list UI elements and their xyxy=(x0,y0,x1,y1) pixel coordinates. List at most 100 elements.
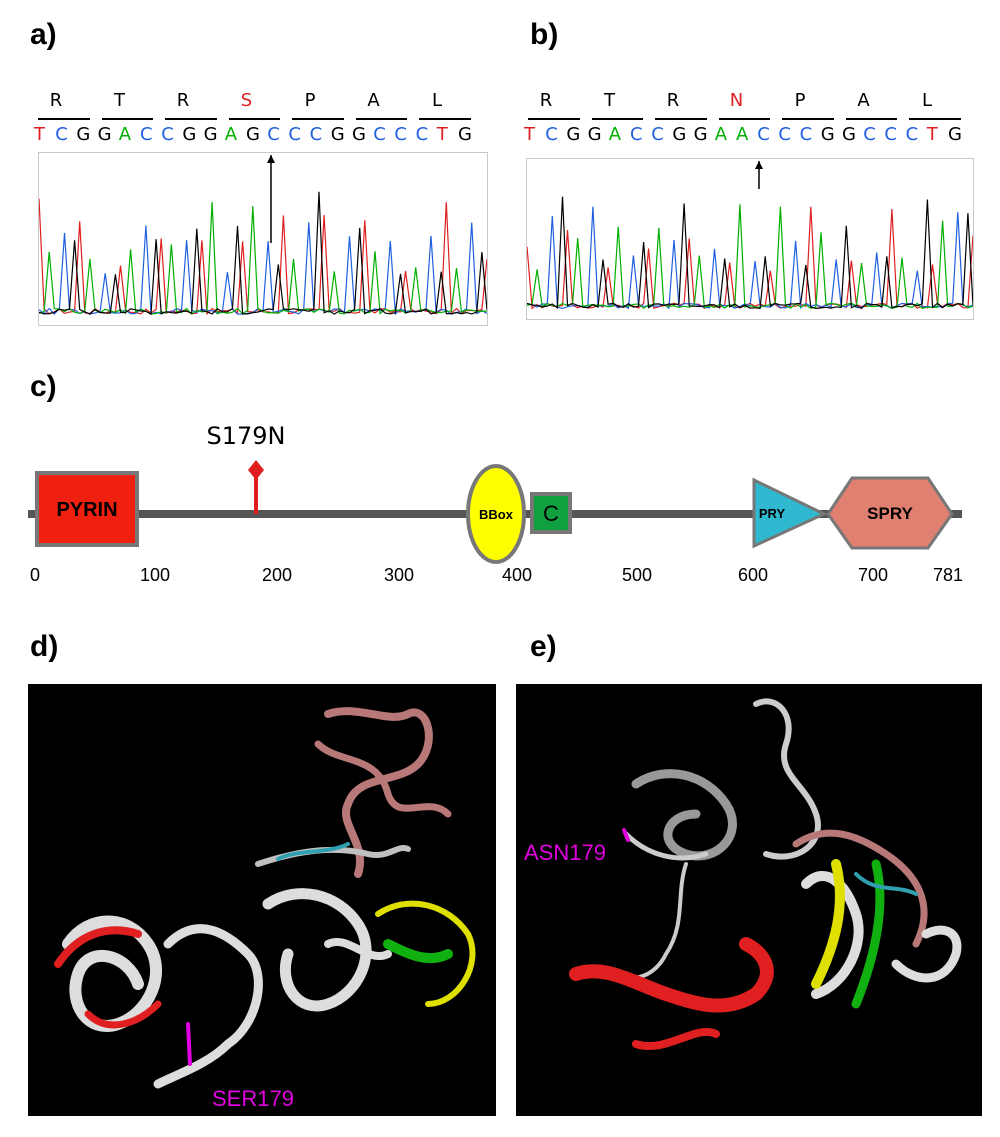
base-6: C xyxy=(161,124,174,145)
codon-bar-1 xyxy=(101,118,153,120)
base-12: C xyxy=(778,124,791,145)
base-17: C xyxy=(884,124,897,145)
base-16: C xyxy=(863,124,876,145)
pyrin-label: PYRIN xyxy=(56,499,117,521)
coiled-coil-domain xyxy=(530,492,572,534)
trace-box-b xyxy=(526,158,974,320)
base-7: G xyxy=(182,124,197,145)
panel-label-b: b) xyxy=(530,18,559,51)
amino-acid-4: P xyxy=(304,90,316,111)
base-2: G xyxy=(76,124,91,145)
codon-bar-4 xyxy=(292,118,344,120)
trace-line xyxy=(38,201,488,315)
amino-acid-4: P xyxy=(794,90,806,111)
base-0: T xyxy=(34,124,45,145)
mutation-marker xyxy=(248,460,264,480)
base-9: A xyxy=(224,124,238,145)
amino-acid-2: R xyxy=(666,90,680,111)
spry-label: SPRY xyxy=(867,504,913,523)
mutation-label: S179N xyxy=(207,422,286,450)
base-17: C xyxy=(394,124,407,145)
base-11: C xyxy=(757,124,770,145)
axis-tick-700: 700 xyxy=(858,565,889,585)
structure-panel-e xyxy=(516,684,982,1116)
amino-acid-6: L xyxy=(921,90,933,111)
codon-bar-1 xyxy=(591,118,643,120)
protein-structure-render-e xyxy=(569,698,962,1050)
base-13: C xyxy=(799,124,813,145)
base-18: C xyxy=(905,124,919,145)
domain-map: PYRIN S179N BBox C PRY SPRY xyxy=(28,422,962,564)
pry-label: PRY xyxy=(759,506,786,521)
amino-acid-2: R xyxy=(176,90,190,111)
base-20: G xyxy=(948,124,962,145)
axis-tick-781: 781 xyxy=(933,565,964,585)
base-10: A xyxy=(736,124,749,145)
trace-line xyxy=(38,191,488,316)
axis-tick-400: 400 xyxy=(502,565,533,585)
base-5: C xyxy=(630,124,643,145)
amino-acid-1: T xyxy=(114,90,125,111)
base-13: C xyxy=(309,124,323,145)
mutation-arrowhead xyxy=(267,155,275,163)
codon-bar-5 xyxy=(845,118,897,120)
amino-acid-3: N xyxy=(729,90,744,111)
codon-bar-6 xyxy=(909,118,961,120)
amino-acid-0: R xyxy=(49,90,63,111)
panel-label-e: e) xyxy=(530,630,557,663)
codon-bar-2 xyxy=(165,118,217,120)
base-7: G xyxy=(672,124,687,145)
base-19: T xyxy=(436,124,448,145)
base-18: C xyxy=(415,124,429,145)
structure-panel-d xyxy=(28,684,496,1116)
amino-acid-5: A xyxy=(857,90,870,111)
axis-tick-300: 300 xyxy=(384,565,415,585)
amino-acid-1: T xyxy=(604,90,615,111)
base-1: C xyxy=(545,124,558,145)
bbox-domain xyxy=(466,464,526,564)
axis-tick-500: 500 xyxy=(622,565,653,585)
panel-label-a: a) xyxy=(30,18,57,51)
base-4: A xyxy=(608,124,622,145)
trace-line xyxy=(526,196,974,310)
coiled-coil-label: C xyxy=(543,501,559,526)
base-19: T xyxy=(926,124,938,145)
codon-bar-2 xyxy=(655,118,707,120)
chromatogram-trace-a xyxy=(38,155,488,316)
base-4: A xyxy=(118,124,132,145)
base-14: G xyxy=(820,124,835,145)
base-14: G xyxy=(330,124,345,145)
base-3: G xyxy=(587,124,602,145)
base-11: C xyxy=(267,124,280,145)
trace-line xyxy=(526,204,974,310)
bbox-label: BBox xyxy=(479,507,514,522)
residue-label-d: SER179 xyxy=(212,1086,294,1111)
base-16: C xyxy=(373,124,386,145)
codon-bar-4 xyxy=(782,118,834,120)
codon-bar-5 xyxy=(355,118,407,120)
chromatogram-trace-b xyxy=(526,161,974,310)
base-20: G xyxy=(458,124,472,145)
amino-acid-5: A xyxy=(367,90,380,111)
protein-structure-render-d xyxy=(54,707,476,1089)
axis-tick-100: 100 xyxy=(140,565,171,585)
panel-label-d: d) xyxy=(30,630,59,663)
base-8: G xyxy=(693,124,708,145)
amino-acid-6: L xyxy=(431,90,443,111)
mutation-arrowhead xyxy=(755,161,763,169)
amino-acid-3: S xyxy=(240,90,253,111)
base-8: G xyxy=(203,124,218,145)
base-2: G xyxy=(566,124,581,145)
trace-line xyxy=(38,198,488,316)
base-6: C xyxy=(651,124,664,145)
base-10: G xyxy=(246,124,260,145)
base-15: G xyxy=(352,124,366,145)
base-9: A xyxy=(714,124,728,145)
pyrin-domain xyxy=(35,471,139,547)
amino-acid-0: R xyxy=(539,90,553,111)
codon-bar-0 xyxy=(528,118,580,120)
residue-label-e: ASN179 xyxy=(524,840,606,865)
base-15: G xyxy=(842,124,856,145)
